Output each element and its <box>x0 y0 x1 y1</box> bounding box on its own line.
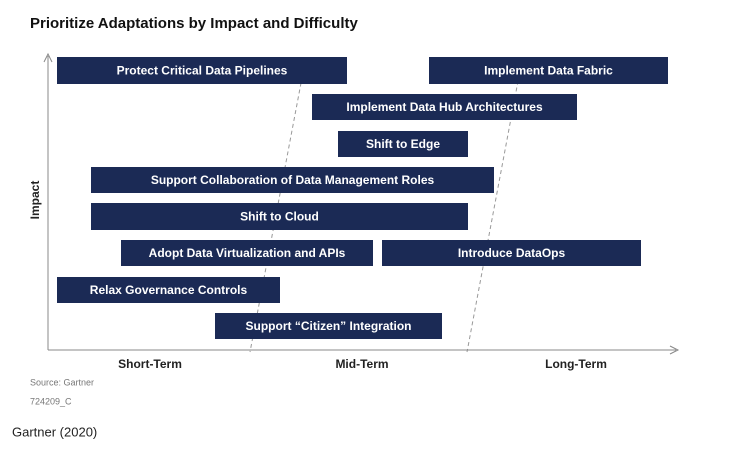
item-box <box>91 167 494 193</box>
item-box <box>429 57 668 84</box>
item-box <box>338 131 468 157</box>
title: Prioritize Adaptations by Impact and Dif… <box>30 15 358 32</box>
x-axis-label: Mid-Term <box>335 357 388 371</box>
item-box <box>57 277 280 303</box>
item-label: Protect Critical Data Pipelines <box>117 64 288 78</box>
item-label: Implement Data Hub Architectures <box>346 100 543 114</box>
y-axis-label: Impact <box>28 181 42 220</box>
item-label: Support “Citizen” Integration <box>246 319 412 333</box>
item-label: Shift to Cloud <box>240 210 319 224</box>
item-label: Implement Data Fabric <box>484 64 613 78</box>
item-box <box>57 57 347 84</box>
item-box <box>215 313 442 339</box>
item-label: Introduce DataOps <box>458 246 566 260</box>
item-label: Support Collaboration of Data Management… <box>151 173 435 187</box>
item-label: Shift to Edge <box>366 137 440 151</box>
caption: Gartner (2020) <box>12 424 97 439</box>
item-box <box>91 203 468 230</box>
bars: Protect Critical Data Pipelines Implement… <box>57 57 668 339</box>
arrow <box>669 345 680 355</box>
item-label: Relax Governance Controls <box>90 283 248 297</box>
x-axis-label: Long-Term <box>545 357 607 371</box>
item-label: Adopt Data Virtualization and APIs <box>149 246 346 260</box>
item-box <box>312 94 577 120</box>
arrow <box>43 52 53 63</box>
source: Source: Gartner <box>30 377 94 387</box>
x-axis-label: Short-Term <box>118 357 182 371</box>
item-box <box>382 240 641 266</box>
figure-id: 724209_C <box>30 396 72 406</box>
item-box <box>121 240 373 266</box>
